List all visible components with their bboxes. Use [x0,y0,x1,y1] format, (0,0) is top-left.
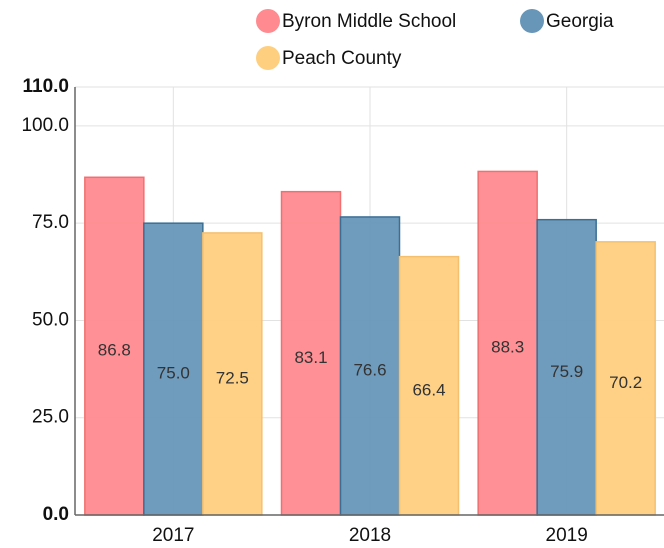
bar [536,218,597,516]
y-tick-label: 0.0 [43,504,69,525]
data-label: 75.9 [550,362,583,381]
y-tick-label: 25.0 [32,407,69,428]
bar [595,241,656,516]
legend-swatch [256,9,280,33]
y-tick-label: 75.0 [32,212,69,233]
legend-swatch [520,9,544,33]
bar [398,255,460,516]
y-tick-label: 100.0 [21,115,69,136]
data-label: 66.4 [412,380,445,399]
data-label: 72.5 [216,368,249,387]
y-tick-label: 110.0 [23,76,70,97]
legend-swatch [256,46,280,70]
x-tick-label: 2018 [349,525,391,546]
x-tick-label: 2019 [546,525,588,546]
data-label: 86.8 [98,341,131,360]
data-label: 76.6 [353,360,386,379]
legend-label[interactable]: Peach County [282,48,402,69]
x-tick-label: 2017 [152,525,194,546]
data-label: 70.2 [609,373,642,392]
data-label: 88.3 [491,338,524,357]
legend-label[interactable]: Georgia [546,11,614,32]
data-label: 83.1 [294,348,327,367]
legend-label[interactable]: Byron Middle School [282,11,456,32]
bar [202,232,263,516]
data-label: 75.0 [157,364,190,383]
y-tick-label: 50.0 [32,309,69,330]
